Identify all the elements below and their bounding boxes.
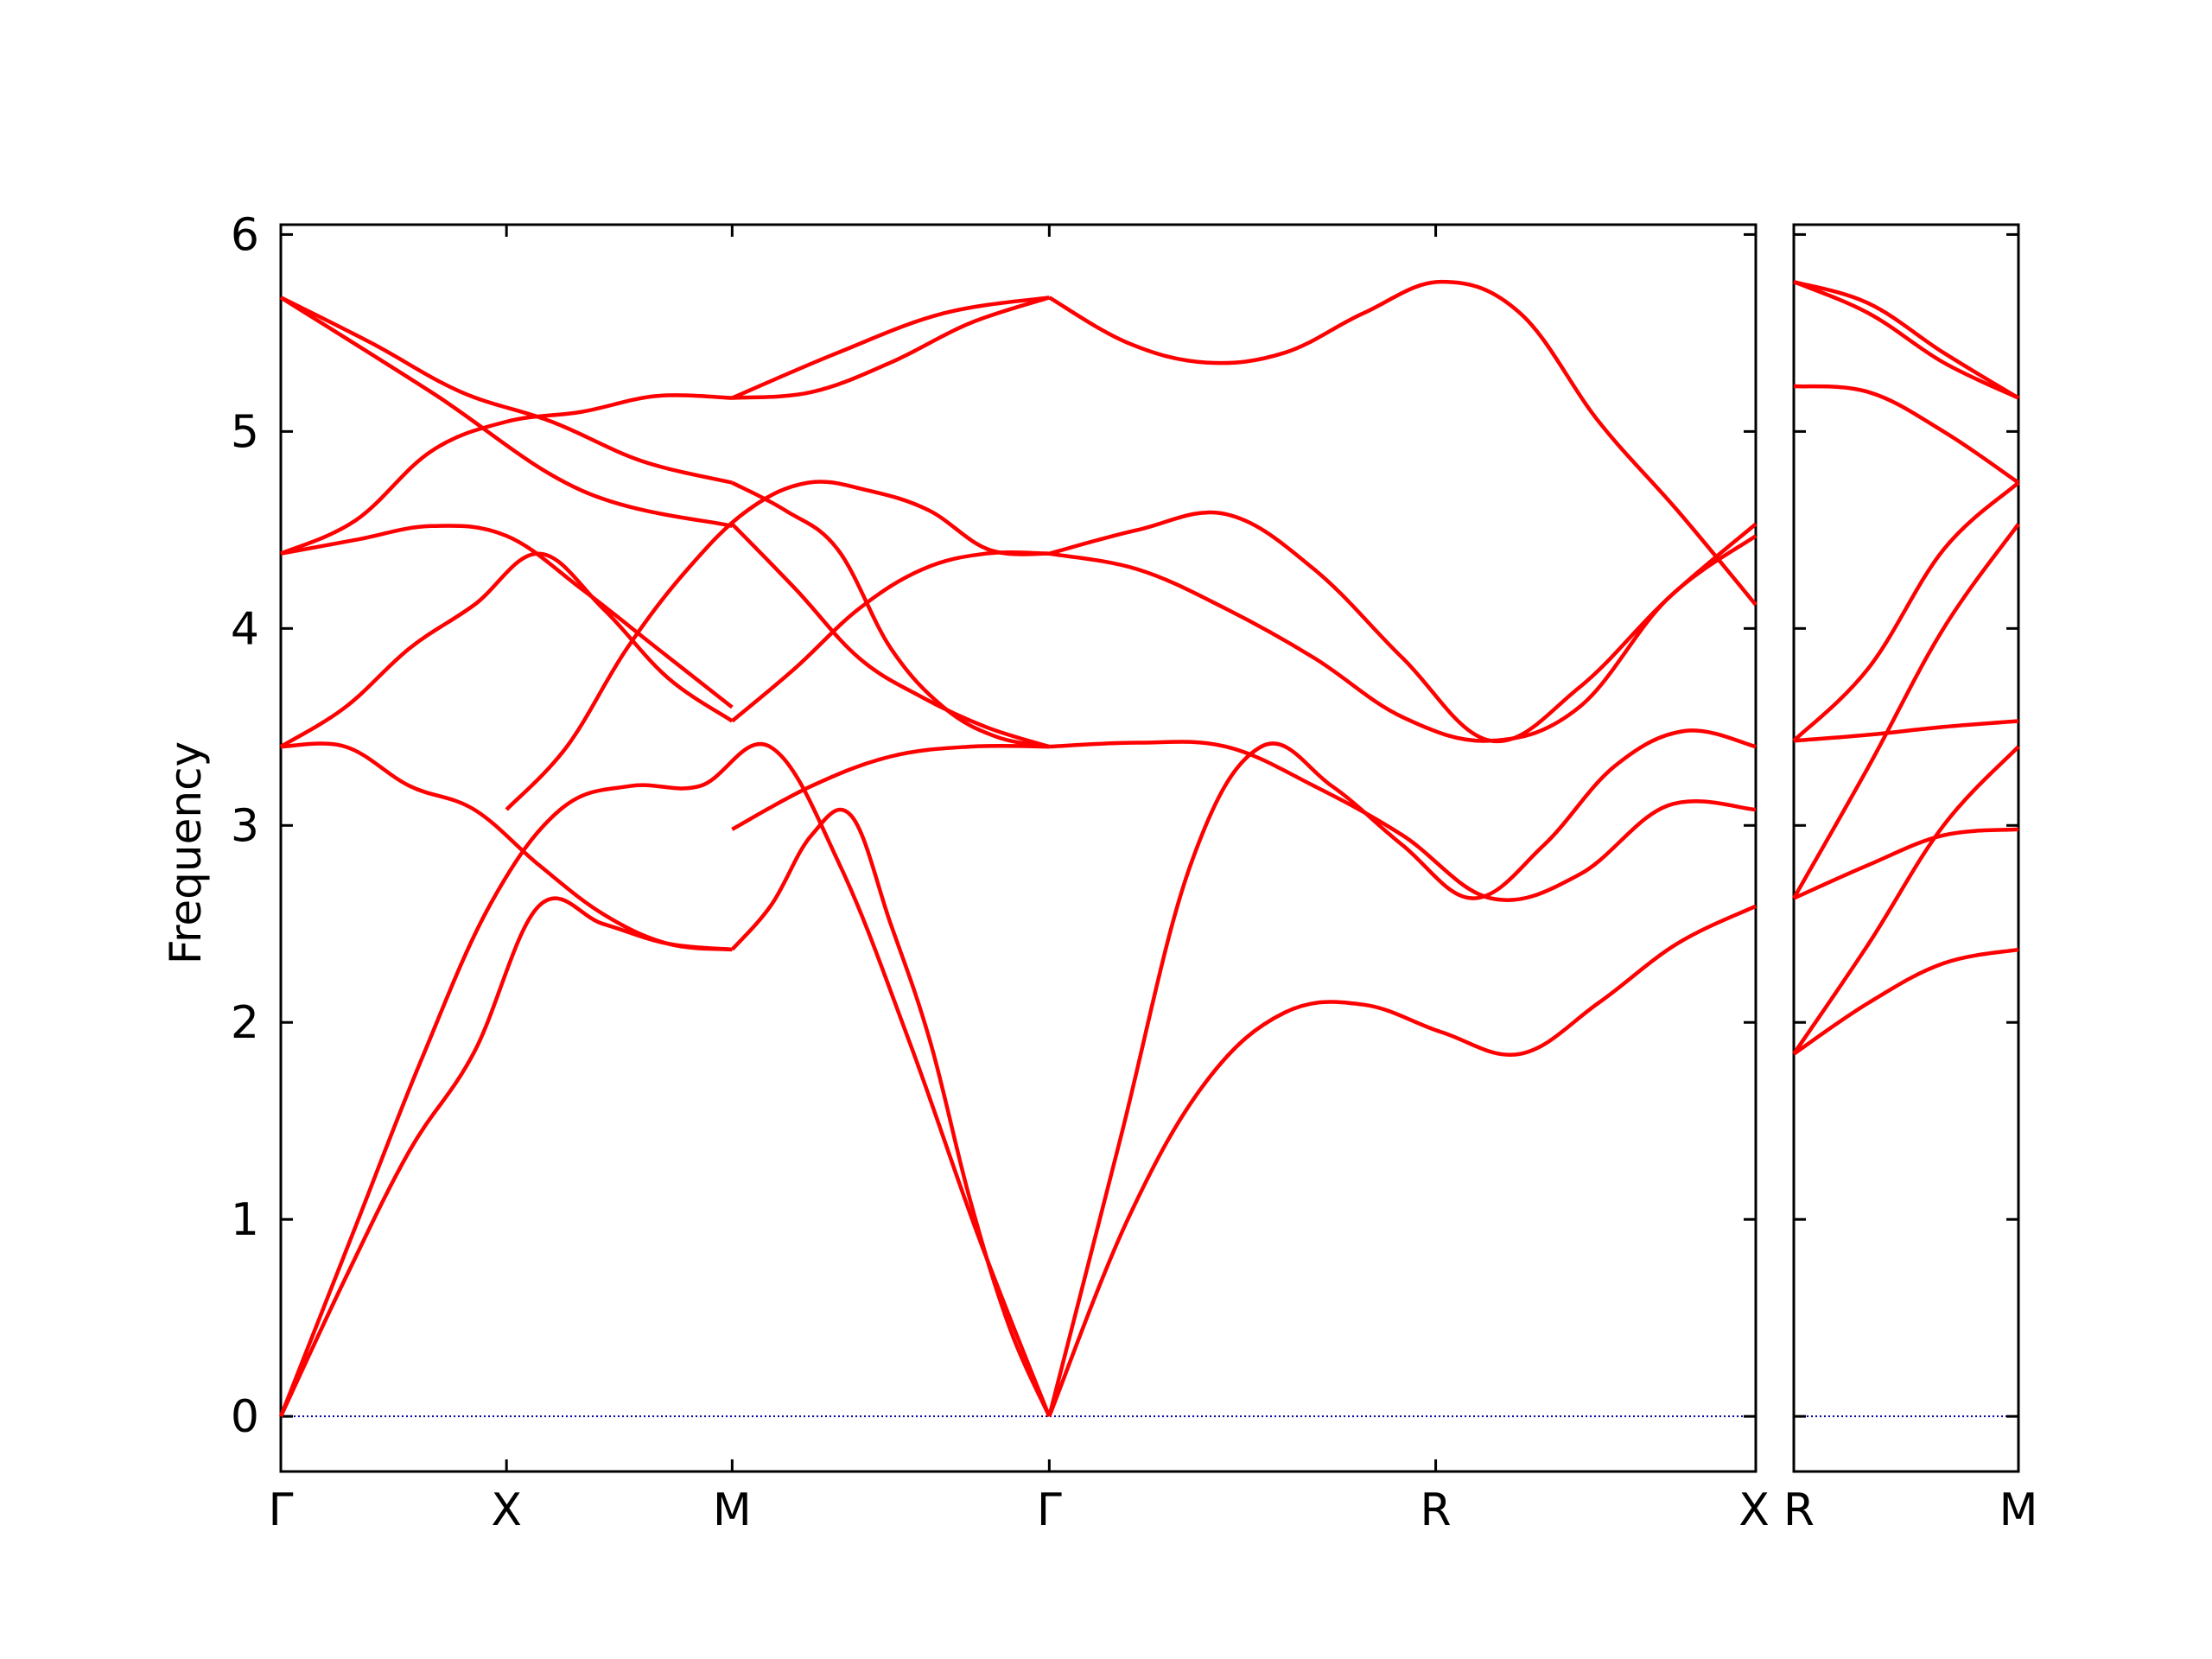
- band-line: [730, 550, 1050, 723]
- x-tick-label: M: [1999, 1484, 2038, 1536]
- band-line: [731, 296, 1050, 400]
- band-line: [1793, 280, 2019, 400]
- band-line: [731, 480, 1050, 749]
- band-line: [1048, 510, 1758, 744]
- x-tick-label: M: [713, 1484, 752, 1536]
- band-line: [280, 524, 734, 709]
- y-tick-label: 3: [231, 800, 259, 852]
- y-tick-label: 4: [231, 603, 259, 655]
- y-tick-label: 1: [231, 1194, 259, 1246]
- band-line: [1047, 728, 1757, 1417]
- band-line: [1793, 827, 2019, 900]
- x-tick-label: X: [491, 1484, 522, 1536]
- band-line: [1793, 279, 2020, 400]
- band-line: [1792, 745, 2020, 1055]
- band-line: [279, 551, 734, 749]
- y-tick-label: 5: [231, 406, 259, 458]
- band-line: [278, 896, 733, 1418]
- x-tick-label: R: [1783, 1484, 1815, 1536]
- band-line: [279, 296, 733, 485]
- band-line: [280, 393, 733, 556]
- band-line: [1049, 740, 1757, 903]
- band-line: [1793, 384, 2020, 485]
- band-line: [1048, 279, 1758, 607]
- band-line: [1793, 719, 2019, 743]
- band-line: [278, 741, 1052, 1418]
- band-line: [505, 480, 1050, 811]
- band-line: [1792, 947, 2019, 1056]
- band-line: [731, 743, 1050, 831]
- x-tick-label: X: [1738, 1484, 1770, 1536]
- plot-frame: [279, 223, 1758, 1473]
- x-tick-label: Γ: [269, 1484, 294, 1536]
- plot-frame: [1792, 223, 2020, 1473]
- y-tick-label: 2: [231, 997, 259, 1049]
- y-axis-label: Frequency: [161, 741, 211, 964]
- band-line: [1792, 523, 2020, 899]
- band-line: [730, 522, 1050, 749]
- band-line: [730, 807, 1052, 1418]
- y-tick-label: 6: [231, 209, 259, 261]
- band-line: [732, 296, 1050, 400]
- y-tick-label: 0: [231, 1391, 259, 1443]
- x-tick-label: R: [1421, 1484, 1452, 1536]
- band-line: [280, 741, 733, 952]
- band-line: [1792, 480, 2020, 742]
- band-line: [279, 296, 733, 528]
- band-line: [1047, 904, 1757, 1418]
- x-tick-label: Γ: [1037, 1484, 1062, 1536]
- band-line: [1048, 534, 1758, 743]
